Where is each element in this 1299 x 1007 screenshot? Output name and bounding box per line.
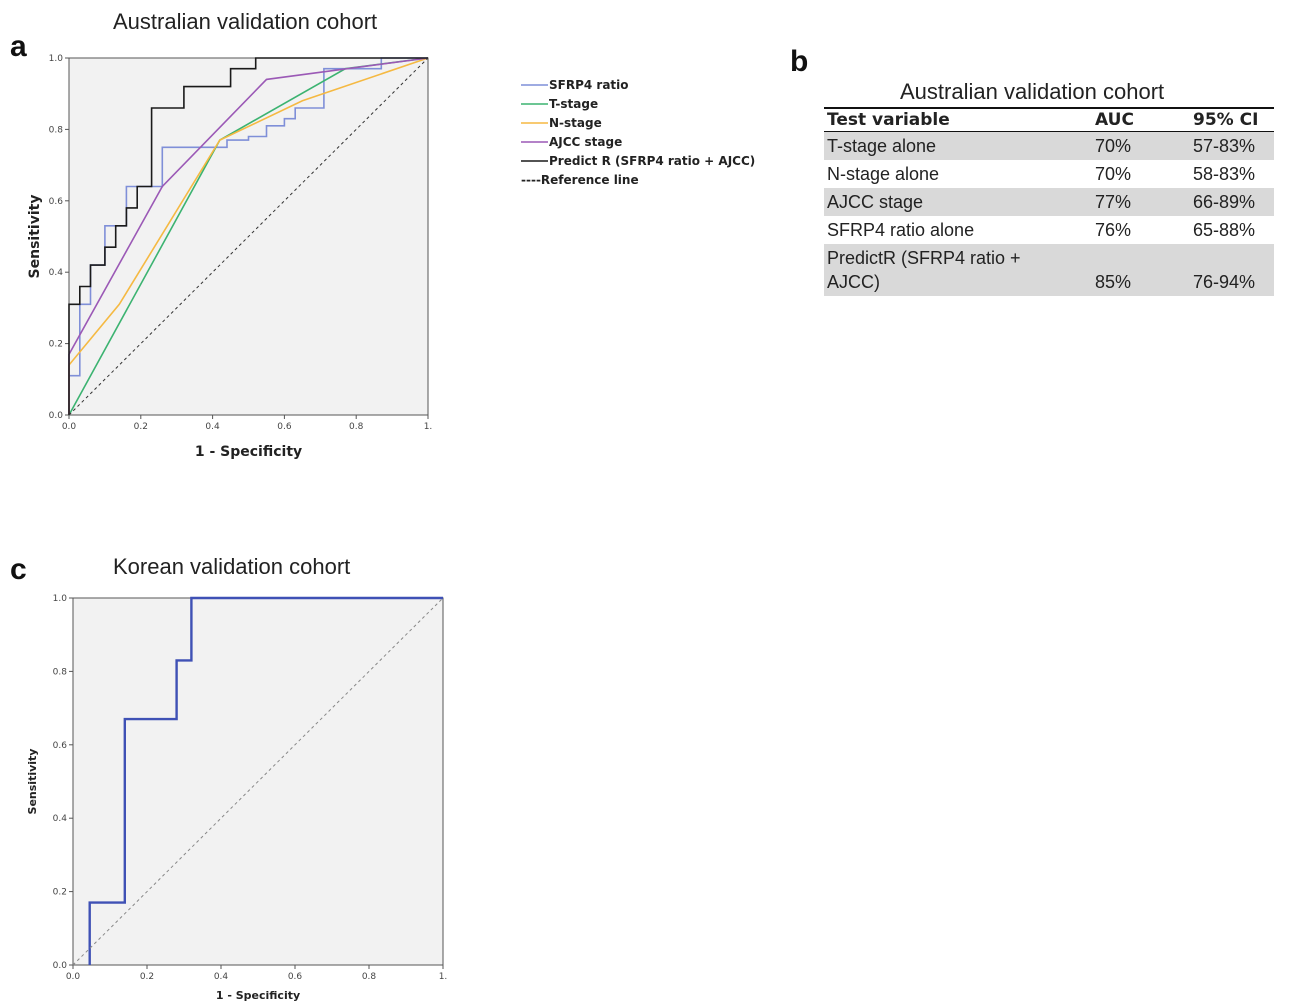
y-tick-label: 0.6	[49, 197, 64, 207]
legend-label: T-stage	[549, 97, 598, 111]
cell-variable: AJCC stage	[824, 188, 1092, 216]
table-title: Australian validation cohort	[900, 79, 1165, 104]
series-line-0	[88, 596, 443, 965]
x-tick-label: 0.0	[62, 422, 77, 432]
y-tick-label: 0.4	[49, 268, 64, 278]
y-tick-label: 0.6	[53, 741, 68, 751]
y-tick-label: 0.8	[49, 125, 64, 135]
panel-letter-b: b	[790, 45, 809, 78]
cell-variable-line1: PredictR (SFRP4 ratio +	[827, 248, 1021, 268]
auc-table: Test variable AUC 95% CI T-stage alone 7…	[824, 107, 1274, 296]
cell-ci: 66-89%	[1190, 188, 1274, 216]
legend-label: AJCC stage	[549, 135, 622, 149]
roc-chart-korean: 0.0 0.2 0.4 0.6 0.8 1. 0.0 0.2 0.4 0.6 0.8 1.0 1 - S…	[26, 594, 448, 1002]
cell-ci: 57-83%	[1190, 131, 1274, 160]
series-line-4	[68, 57, 428, 415]
cell-variable: SFRP4 ratio alone	[827, 220, 975, 240]
x-tick-label: 1.	[424, 422, 433, 432]
header-auc: AUC	[1092, 107, 1190, 132]
x-tick-label: 0.2	[134, 422, 148, 432]
table-row: T-stage alone 70% 57-83%	[824, 131, 1274, 160]
chart-a-title: Australian validation cohort	[113, 9, 378, 34]
table-row: SFRP4 ratio alone 76% 65-88%	[824, 216, 1274, 244]
table-row: AJCC stage 77% 66-89%	[824, 188, 1274, 216]
legend-label: Predict R (SFRP4 ratio + AJCC)	[549, 154, 755, 168]
chart-c-title: Korean validation cohort	[113, 554, 351, 579]
x-tick-label: 1.	[439, 972, 448, 982]
y-axis-label: Sensitivity	[27, 195, 43, 279]
table-row: N-stage alone 70% 58-83%	[824, 160, 1274, 188]
x-tick-label: 0.4	[214, 972, 229, 982]
y-tick-label: 1.0	[53, 594, 68, 604]
x-tick-label: 0.6	[288, 972, 303, 982]
header-test-variable: Test variable	[824, 107, 1092, 132]
cell-variable: T-stage alone	[824, 131, 1092, 160]
cell-variable: N-stage alone	[827, 164, 940, 184]
cell-auc: 85%	[1092, 244, 1190, 296]
cell-ci: 58-83%	[1193, 164, 1256, 184]
y-tick-label: 0.4	[53, 814, 68, 824]
y-tick-label: 0.2	[49, 340, 63, 350]
table-header-row: Test variable AUC 95% CI	[824, 107, 1274, 132]
x-tick-label: 0.6	[277, 422, 292, 432]
legend-label: SFRP4 ratio	[549, 78, 629, 92]
x-axis-label: 1 - Specificity	[195, 444, 302, 460]
series-line-1	[72, 597, 444, 966]
legend-label: N-stage	[549, 116, 602, 130]
x-tick-label: 0.0	[66, 972, 81, 982]
x-tick-label: 0.2	[140, 972, 154, 982]
panel-letter-c: c	[10, 553, 27, 586]
cell-ci: 65-88%	[1193, 220, 1256, 240]
cell-auc: 77%	[1092, 188, 1190, 216]
panel-letter-a: a	[10, 30, 27, 63]
legend-label: ----Reference line	[521, 173, 639, 187]
cell-auc: 70%	[1095, 164, 1132, 184]
y-axis-label: Sensitivity	[26, 749, 39, 815]
roc-chart-australian: 0.0 0.2 0.4 0.6 0.8 1. 0.0 0.2 0.4 0.6 0.8 1.0 1 - S…	[27, 54, 755, 460]
y-tick-label: 0.0	[49, 411, 64, 421]
y-tick-label: 0.0	[53, 961, 68, 971]
auc-table-container: Test variable AUC 95% CI T-stage alone 7…	[824, 107, 1274, 296]
y-tick-label: 0.2	[53, 888, 67, 898]
table-row: PredictR (SFRP4 ratio + AJCC) 85% 76-94%	[824, 244, 1274, 296]
x-tick-label: 0.8	[362, 972, 377, 982]
x-tick-label: 0.8	[349, 422, 364, 432]
cell-variable: PredictR (SFRP4 ratio + AJCC)	[824, 244, 1092, 296]
series-line-5	[68, 57, 429, 416]
cell-variable-line2: AJCC)	[827, 272, 880, 292]
cell-auc: 76%	[1095, 220, 1132, 240]
y-tick-label: 1.0	[49, 54, 64, 64]
x-axis-label: 1 - Specificity	[216, 989, 300, 1002]
cell-auc: 70%	[1092, 131, 1190, 160]
cell-ci: 76-94%	[1190, 244, 1274, 296]
header-ci: 95% CI	[1190, 107, 1274, 132]
y-tick-label: 0.8	[53, 667, 68, 677]
x-tick-label: 0.4	[205, 422, 220, 432]
